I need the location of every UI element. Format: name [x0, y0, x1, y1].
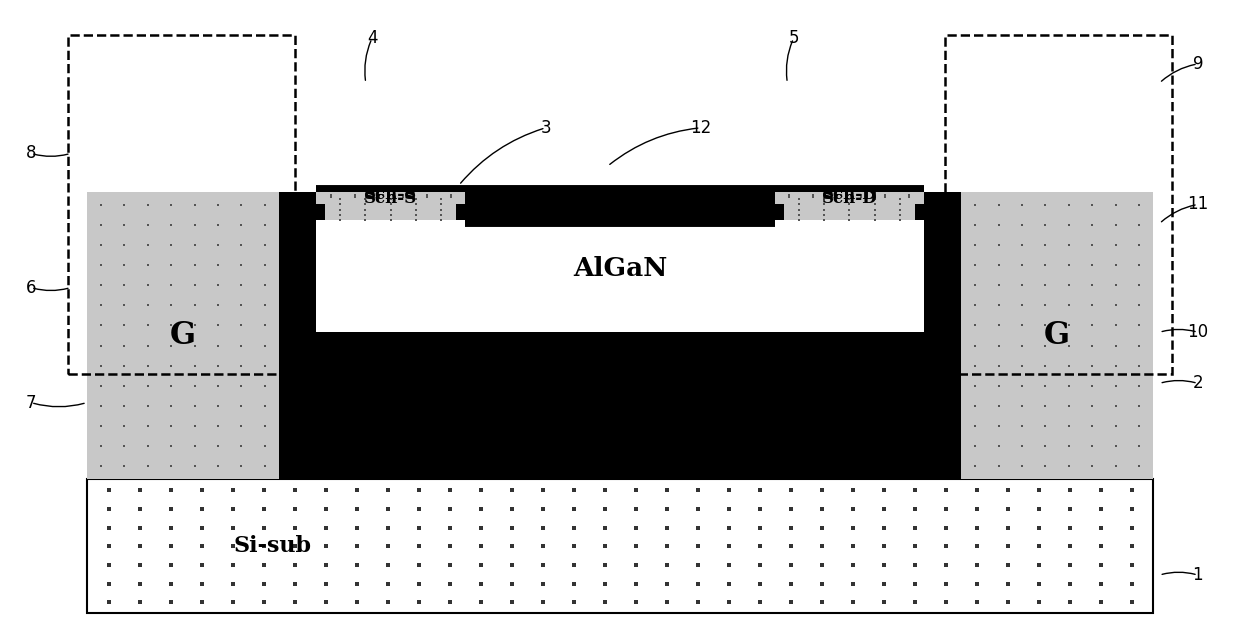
Bar: [961, 192, 1153, 479]
Text: Sch-S: Sch-S: [365, 190, 417, 206]
Text: 11: 11: [1187, 196, 1209, 213]
Bar: [775, 192, 924, 204]
Text: 2: 2: [1193, 374, 1203, 392]
Bar: [325, 198, 456, 220]
Text: 6: 6: [26, 279, 36, 296]
Text: 9: 9: [1193, 55, 1203, 73]
Text: Sch-D: Sch-D: [822, 190, 877, 206]
Text: G: G: [1044, 320, 1070, 351]
Text: Si-sub: Si-sub: [234, 535, 311, 557]
Text: 10: 10: [1187, 323, 1209, 341]
Bar: [316, 192, 465, 204]
Text: 1: 1: [1193, 566, 1203, 584]
Text: 3: 3: [541, 119, 551, 137]
Text: 12: 12: [689, 119, 712, 137]
Text: Sch-D: Sch-D: [822, 187, 877, 203]
Text: 4: 4: [367, 29, 377, 47]
Bar: [316, 192, 465, 204]
Text: 5: 5: [789, 29, 799, 47]
Bar: [316, 204, 924, 332]
Text: AlGaN: AlGaN: [573, 256, 667, 281]
Text: 7: 7: [26, 394, 36, 412]
Bar: [775, 192, 924, 204]
Bar: [784, 198, 915, 220]
Text: G: G: [170, 320, 196, 351]
Text: Sch-D: Sch-D: [822, 190, 877, 206]
Bar: [316, 192, 924, 220]
Text: Sch-S: Sch-S: [365, 190, 417, 206]
Bar: [87, 479, 1153, 613]
Bar: [775, 192, 924, 204]
Text: 8: 8: [26, 144, 36, 162]
Bar: [87, 192, 1153, 479]
Bar: [945, 35, 1172, 374]
Bar: [68, 35, 295, 374]
Text: Sch-S: Sch-S: [365, 187, 417, 203]
Bar: [87, 192, 279, 479]
Bar: [316, 192, 465, 204]
